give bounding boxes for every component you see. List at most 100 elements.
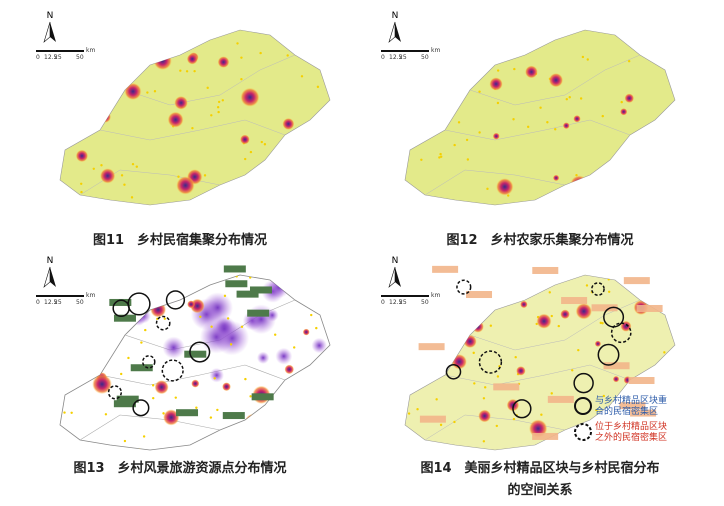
point bbox=[104, 201, 108, 204]
point bbox=[142, 435, 146, 438]
cluster-ring bbox=[597, 343, 620, 366]
point bbox=[486, 187, 489, 191]
point bbox=[526, 125, 530, 129]
north-arrow bbox=[50, 267, 56, 287]
point bbox=[177, 175, 180, 178]
point bbox=[144, 328, 147, 332]
point bbox=[668, 434, 671, 437]
point bbox=[620, 100, 623, 104]
point bbox=[146, 91, 149, 94]
point bbox=[654, 385, 658, 388]
point bbox=[285, 290, 289, 293]
point bbox=[106, 37, 109, 40]
point bbox=[160, 299, 164, 303]
legend-text: 之外的民宿密集区 bbox=[595, 431, 667, 443]
point bbox=[315, 326, 318, 330]
hotspot bbox=[489, 77, 503, 91]
site-tag bbox=[113, 314, 136, 322]
block-tag bbox=[603, 362, 630, 370]
point bbox=[550, 392, 553, 395]
point bbox=[221, 99, 225, 102]
block-tag bbox=[418, 343, 445, 351]
point bbox=[135, 165, 138, 168]
site-tag bbox=[176, 409, 199, 417]
hotspot bbox=[153, 51, 172, 70]
hotspot bbox=[267, 422, 280, 435]
north-label: N bbox=[47, 11, 54, 21]
point bbox=[601, 114, 604, 118]
hotspot bbox=[108, 70, 115, 77]
cluster-ring bbox=[155, 315, 171, 331]
point bbox=[472, 351, 475, 355]
point bbox=[599, 321, 602, 325]
point bbox=[417, 93, 421, 96]
point bbox=[496, 69, 500, 72]
hotspot bbox=[150, 301, 166, 318]
point bbox=[244, 377, 247, 381]
point bbox=[568, 96, 571, 99]
point bbox=[284, 404, 287, 407]
point bbox=[83, 360, 87, 363]
point bbox=[185, 70, 189, 73]
point bbox=[309, 179, 312, 182]
point bbox=[249, 276, 252, 279]
cluster-ring bbox=[512, 399, 532, 419]
point bbox=[663, 135, 666, 138]
point bbox=[663, 351, 666, 354]
hotspot bbox=[592, 173, 605, 186]
point bbox=[627, 60, 631, 63]
point bbox=[478, 90, 481, 93]
hotspot bbox=[645, 160, 663, 178]
hotspot bbox=[620, 108, 628, 116]
hotspot bbox=[94, 55, 104, 64]
point bbox=[161, 289, 164, 293]
point bbox=[473, 382, 476, 385]
cluster-ring bbox=[161, 359, 184, 382]
point bbox=[229, 343, 233, 346]
point bbox=[496, 101, 500, 105]
point bbox=[617, 152, 620, 156]
scale-label: 12.5 bbox=[389, 299, 403, 306]
point bbox=[595, 408, 598, 412]
point bbox=[326, 293, 329, 297]
hotspot bbox=[284, 364, 295, 375]
point bbox=[237, 180, 240, 184]
point bbox=[495, 424, 499, 428]
hotspot bbox=[562, 122, 570, 130]
point bbox=[645, 128, 648, 131]
block-tag bbox=[628, 377, 655, 385]
block-tag bbox=[419, 415, 446, 423]
point bbox=[652, 137, 655, 140]
point bbox=[223, 294, 227, 298]
point bbox=[662, 118, 666, 122]
cluster-ring bbox=[456, 279, 472, 295]
hotspot bbox=[240, 134, 250, 145]
scale-label: 25 bbox=[399, 299, 407, 306]
point bbox=[550, 202, 554, 205]
hotspot bbox=[154, 380, 169, 395]
site-tag bbox=[251, 393, 274, 401]
hotspot bbox=[463, 334, 477, 349]
point bbox=[670, 357, 674, 360]
point bbox=[642, 155, 645, 158]
point bbox=[303, 394, 306, 398]
hotspot bbox=[575, 303, 592, 320]
point bbox=[210, 114, 213, 117]
point bbox=[466, 158, 470, 161]
hotspot bbox=[418, 111, 432, 125]
point bbox=[579, 97, 583, 100]
point bbox=[131, 162, 135, 166]
point bbox=[442, 278, 445, 281]
legend: 与乡村精品区块重 合的民宿密集区 位于乡村精品区块 之外的民宿密集区 bbox=[574, 394, 667, 443]
point bbox=[63, 305, 67, 309]
point bbox=[548, 291, 551, 294]
point bbox=[199, 315, 202, 318]
point bbox=[493, 33, 496, 37]
point bbox=[243, 157, 247, 161]
point bbox=[439, 155, 443, 158]
north-arrow bbox=[395, 22, 401, 42]
point bbox=[489, 324, 493, 327]
point bbox=[407, 412, 411, 415]
